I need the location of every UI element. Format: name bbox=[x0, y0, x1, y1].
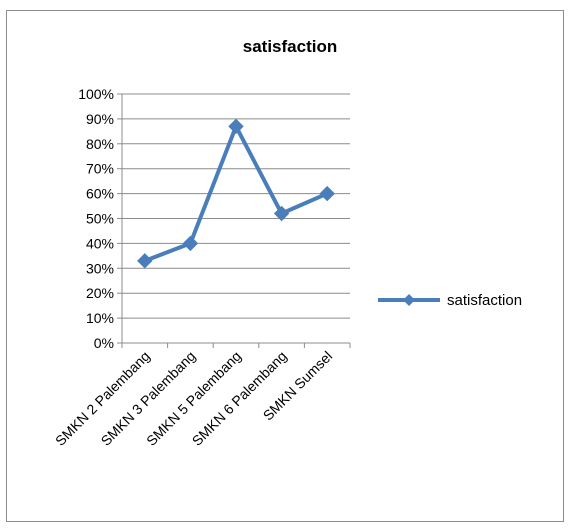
y-tick-label: 30% bbox=[86, 260, 114, 276]
y-tick-labels: 0% 10% 20% 30% 40% 50% 60% 70% 80% 90% 100% bbox=[78, 86, 114, 351]
legend-marker bbox=[403, 294, 415, 306]
chart-frame bbox=[6, 10, 564, 522]
y-tick-label: 100% bbox=[78, 86, 114, 102]
data-point bbox=[228, 118, 244, 135]
y-tick-label: 10% bbox=[86, 310, 114, 326]
data-point bbox=[182, 235, 199, 252]
data-point bbox=[137, 253, 153, 269]
series-layer bbox=[137, 118, 335, 269]
y-tick-label: 70% bbox=[86, 161, 114, 177]
y-tick-label: 80% bbox=[86, 136, 114, 152]
y-tick-label: 50% bbox=[86, 211, 114, 227]
y-tick-label: 40% bbox=[86, 235, 114, 251]
legend: satisfaction bbox=[378, 292, 522, 309]
legend-label: satisfaction bbox=[447, 292, 522, 309]
y-tick-label: 90% bbox=[86, 111, 114, 127]
data-point bbox=[273, 205, 290, 222]
chart-title: satisfaction bbox=[243, 37, 337, 56]
y-tick-label: 20% bbox=[86, 285, 114, 301]
y-tick-label: 0% bbox=[94, 335, 114, 351]
axes bbox=[117, 93, 351, 348]
y-tick-label: 60% bbox=[86, 186, 114, 202]
data-point bbox=[319, 185, 335, 202]
